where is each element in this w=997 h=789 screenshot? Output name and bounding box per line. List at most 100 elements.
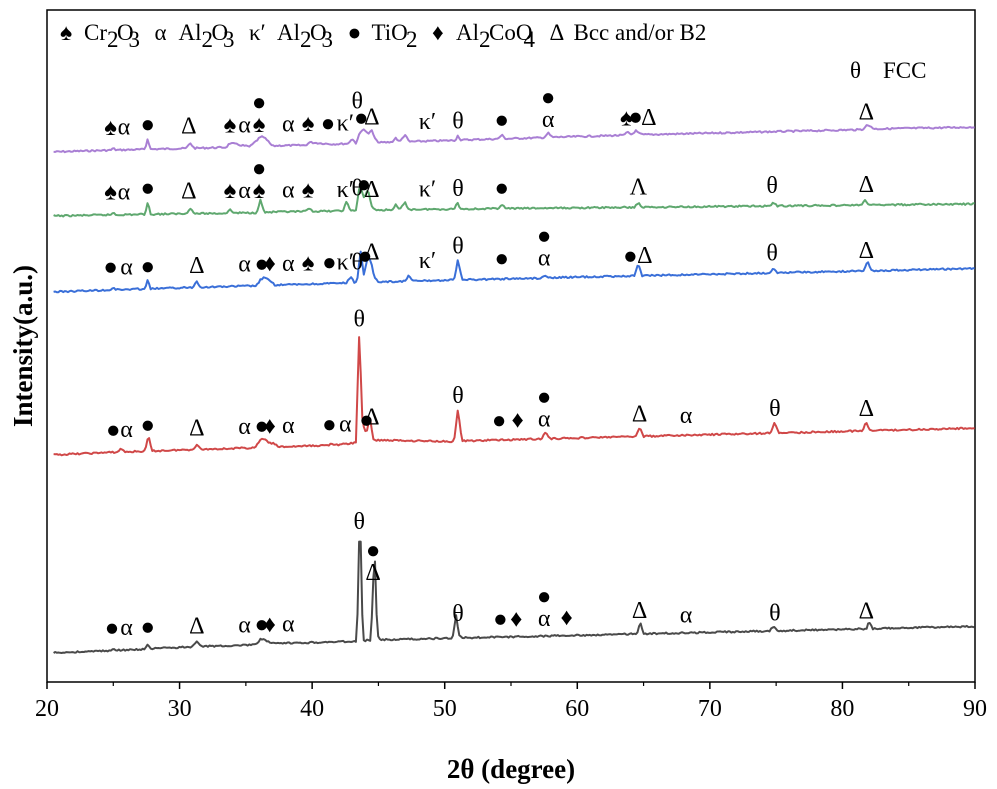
tio2-marker: ● bbox=[255, 612, 270, 638]
legend-label: O bbox=[310, 20, 327, 45]
legend-subscript: 3 bbox=[129, 27, 141, 52]
fcc-marker: θ bbox=[452, 233, 464, 259]
tio2-marker: ● bbox=[141, 175, 156, 201]
legend-item: ♠ Cr 2O3 bbox=[60, 20, 140, 52]
fcc-marker: θ bbox=[766, 240, 778, 266]
alpha-al2o3-marker: α bbox=[538, 245, 551, 271]
cr2o3-marker: ♠ bbox=[302, 250, 315, 276]
legend-symbol: ♦ bbox=[432, 20, 444, 45]
alpha-al2o3-marker: α bbox=[282, 413, 295, 439]
legend-label: FCC bbox=[883, 58, 926, 83]
alpha-al2o3-marker: α bbox=[680, 403, 693, 429]
legend-subscript: 2 bbox=[107, 27, 119, 52]
legend-label: O bbox=[212, 20, 229, 45]
bcc-b2-marker: Δ bbox=[859, 598, 874, 624]
tio2-marker: ● bbox=[106, 417, 121, 443]
xrd-series-3 bbox=[53, 250, 975, 294]
alpha-al2o3-marker: α bbox=[538, 606, 551, 632]
bcc-b2-marker: Δ bbox=[181, 113, 196, 139]
tio2-marker: ● bbox=[537, 385, 552, 411]
alpha-al2o3-marker: α bbox=[282, 612, 295, 638]
al2coo4-marker: ♦ bbox=[510, 606, 522, 632]
tio2-marker: ● bbox=[359, 407, 374, 433]
legend-label: O bbox=[117, 20, 134, 45]
legend-subscript: 2 bbox=[300, 27, 312, 52]
kappa-al2o3-marker: κ′ bbox=[419, 176, 436, 202]
bcc-b2-marker: Δ bbox=[859, 396, 874, 422]
tio2-marker: ● bbox=[537, 584, 552, 610]
alpha-al2o3-marker: α bbox=[118, 179, 131, 205]
tio2-marker: ● bbox=[255, 413, 270, 439]
fcc-marker: θ bbox=[766, 173, 778, 199]
fcc-marker: θ bbox=[353, 509, 365, 535]
al2coo4-marker: ♦ bbox=[264, 251, 276, 277]
cr2o3-marker: ♠ bbox=[302, 111, 315, 137]
fcc-marker: θ bbox=[452, 176, 464, 202]
y-axis-title: Intensity(a.u.) bbox=[8, 265, 38, 427]
bcc-b2-marker: Δ bbox=[189, 253, 204, 279]
peak-annotations: ♠ α ● Δ ♠ α ♠●α ♠ ● κ′ ●θΔ κ′ θ ● α●♠●Δ Δ♠ α ● Δ ♠ α ♠●α ♠ κ′ ●θ… bbox=[103, 85, 874, 642]
tio2-marker: ● bbox=[141, 615, 156, 641]
alpha-al2o3-marker: α bbox=[238, 613, 251, 639]
tio2-marker: ● bbox=[494, 246, 509, 272]
x-tick-label: 70 bbox=[698, 696, 722, 722]
tio2-marker: ● bbox=[541, 85, 556, 111]
bcc-b2-marker: Δ bbox=[364, 240, 379, 266]
tio2-marker: ● bbox=[354, 106, 369, 132]
tio2-marker: ● bbox=[105, 616, 120, 642]
fcc-marker: θ bbox=[452, 601, 464, 627]
tio2-marker: ● bbox=[357, 172, 372, 198]
bcc-b2-marker: Δ bbox=[364, 177, 379, 203]
legend-label: Bcc and/or B2 bbox=[574, 20, 707, 45]
al2coo4-marker: ♦ bbox=[561, 605, 573, 631]
plot-frame bbox=[46, 9, 976, 683]
alpha-al2o3-marker: α bbox=[118, 115, 131, 141]
series-layer bbox=[53, 124, 975, 654]
bcc-b2-marker: Δ bbox=[859, 100, 874, 126]
cr2o3-marker: ♠ bbox=[253, 112, 266, 138]
al2coo4-marker: ♦ bbox=[264, 413, 276, 439]
bcc-b2-marker: Δ bbox=[364, 404, 379, 430]
bcc-b2-marker: Δ bbox=[365, 560, 380, 586]
alpha-al2o3-marker: α bbox=[238, 252, 251, 278]
fcc-marker: θ bbox=[351, 88, 363, 114]
legend-subscript: 4 bbox=[524, 27, 536, 52]
tio2-marker: ● bbox=[492, 408, 507, 434]
alpha-al2o3-marker: α bbox=[542, 107, 555, 133]
legend-symbol: ● bbox=[348, 20, 362, 45]
alpha-al2o3-marker: α bbox=[120, 417, 133, 443]
tio2-marker: ● bbox=[255, 251, 270, 277]
fcc-marker: θ bbox=[351, 176, 363, 202]
bcc-b2-marker: Δ bbox=[189, 415, 204, 441]
alpha-al2o3-marker: α bbox=[282, 112, 295, 138]
tio2-marker: ● bbox=[321, 111, 336, 137]
alpha-al2o3-marker: α bbox=[120, 615, 133, 641]
tio2-marker: ● bbox=[623, 243, 638, 269]
legend-subscript: 2 bbox=[202, 27, 214, 52]
fcc-marker: θ bbox=[769, 396, 781, 422]
x-axis: 20 30 40 50 60 70 80 90 bbox=[35, 682, 987, 722]
cr2o3-marker: ♠ bbox=[104, 115, 117, 141]
legend-label: CoO bbox=[489, 20, 532, 45]
alpha-al2o3-marker: α bbox=[282, 251, 295, 277]
bcc-b2-marker: Δ bbox=[181, 179, 196, 205]
kappa-al2o3-marker: κ′ bbox=[337, 111, 354, 137]
x-tick-label: 50 bbox=[433, 696, 457, 722]
legend-symbol: α bbox=[155, 20, 167, 45]
tio2-marker: ● bbox=[494, 176, 509, 202]
al2coo4-marker: ♦ bbox=[512, 407, 524, 433]
tio2-marker: ● bbox=[537, 223, 552, 249]
bcc-b2-marker: Δ bbox=[637, 243, 652, 269]
cr2o3-marker: ♠ bbox=[253, 178, 266, 204]
tio2-marker: ● bbox=[141, 254, 156, 280]
tio2-marker: ● bbox=[103, 255, 118, 281]
legend-label: TiO bbox=[372, 20, 408, 45]
kappa-al2o3-marker: κ′ bbox=[419, 248, 436, 274]
alpha-al2o3-marker: α bbox=[238, 112, 251, 138]
bcc-b2-marker: Λ bbox=[630, 174, 648, 200]
bcc-b2-marker: Δ bbox=[641, 105, 656, 131]
legend-item: θ FCC bbox=[850, 58, 926, 83]
